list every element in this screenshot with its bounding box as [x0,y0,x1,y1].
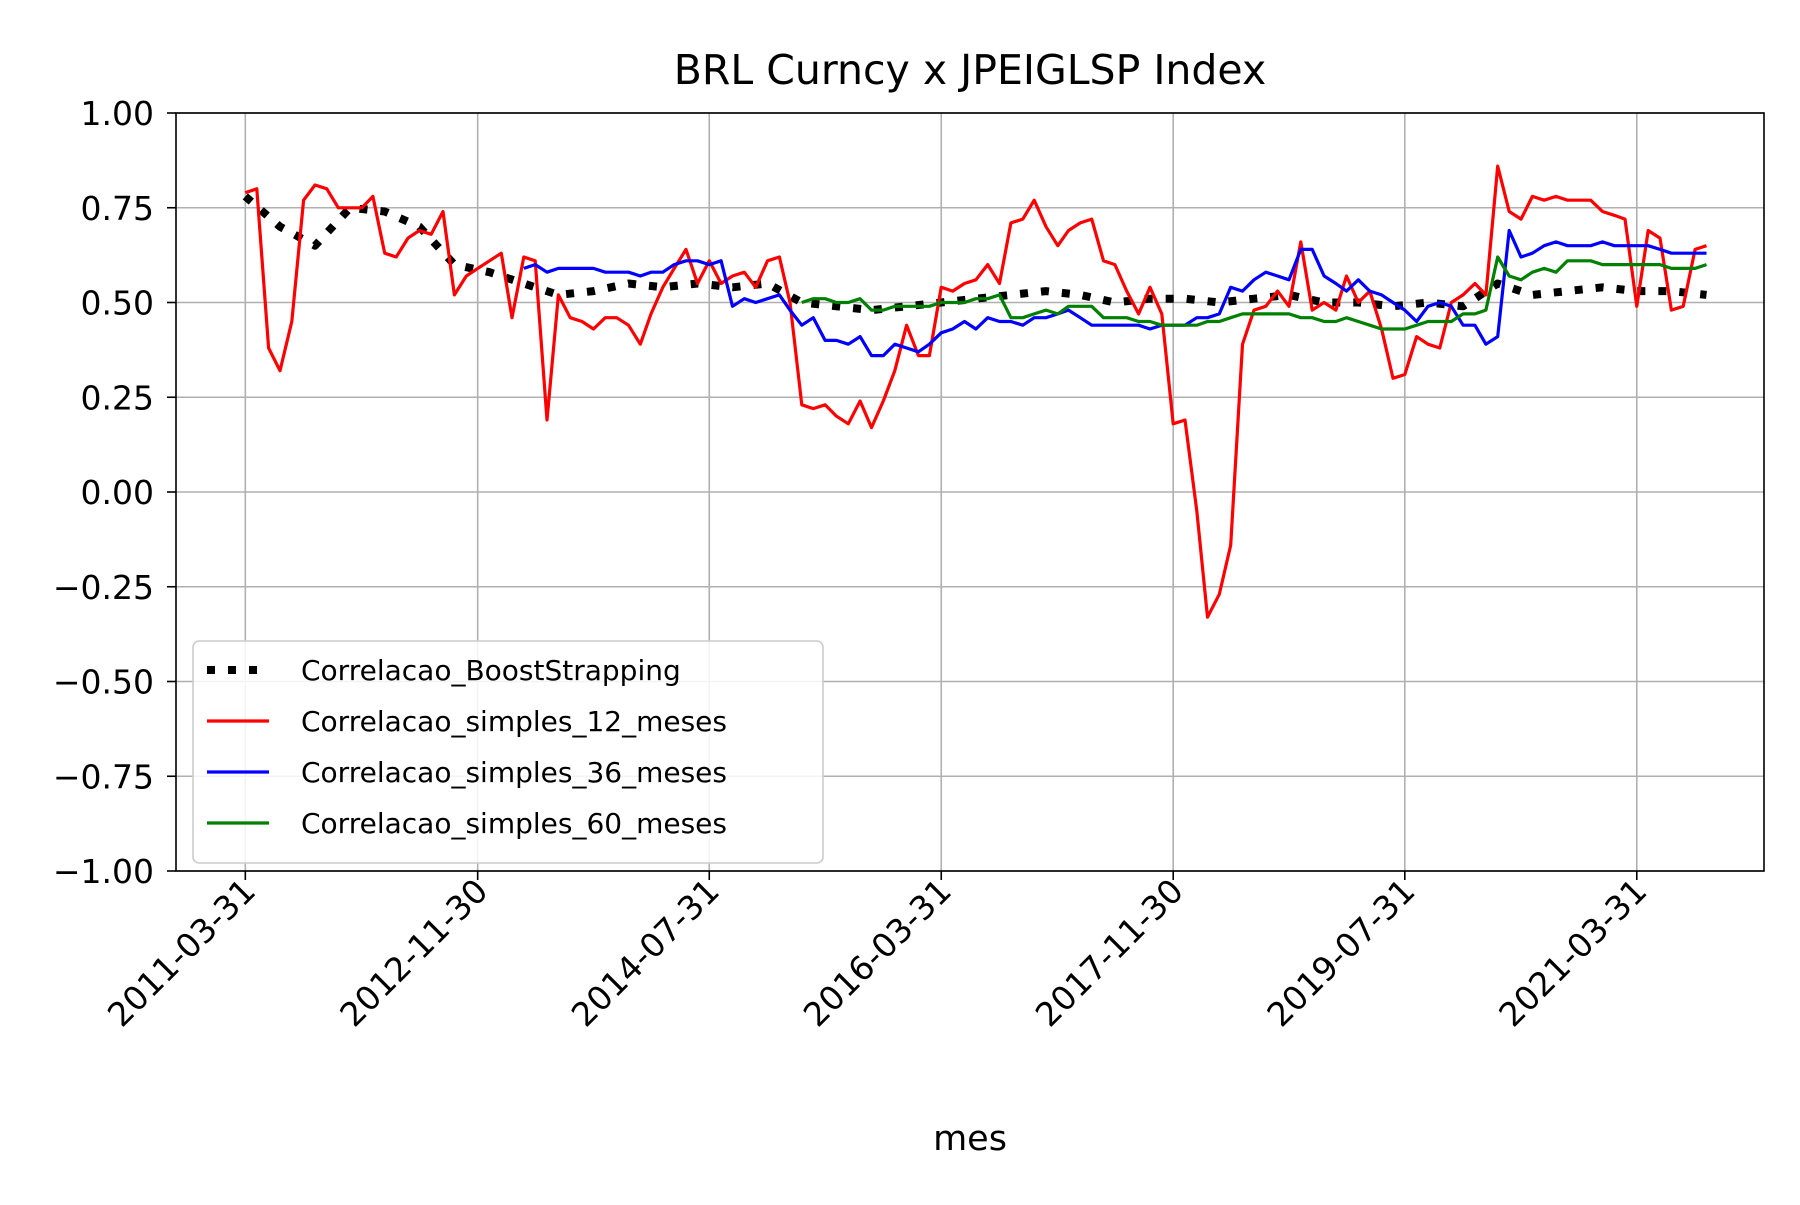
y-tick-label: −0.75 [53,757,154,796]
y-tick-label: 1.00 [81,94,154,133]
series-line-2 [244,164,1707,619]
legend-label-4: Correlacao_simples_60_meses [301,807,727,840]
y-tick-label: 0.25 [81,378,154,417]
series-line-1 [242,193,1707,315]
x-axis-label: mes [933,1119,1007,1159]
y-tick-label: 0.00 [81,473,154,512]
series-line-4 [801,255,1708,331]
legend-label-2: Correlacao_simples_12_meses [301,705,727,738]
legend: Correlacao_BoostStrapping Correlacao_simp… [192,640,824,864]
y-tick-label: −0.25 [53,568,154,607]
legend-label-3: Correlacao_simples_36_meses [301,756,727,789]
y-tick-label: 0.50 [81,284,154,323]
legend-box [192,640,824,864]
y-tick-label: −0.50 [53,663,154,702]
chart-title: BRL Curncy x JPEIGLSP Index [674,46,1266,94]
series-layer [242,164,1708,619]
legend-label-1: Correlacao_BoostStrapping [301,654,681,687]
y-tick-label: 0.75 [81,189,154,228]
series-line-3 [523,228,1707,358]
y-tick-label: −1.00 [53,852,154,891]
